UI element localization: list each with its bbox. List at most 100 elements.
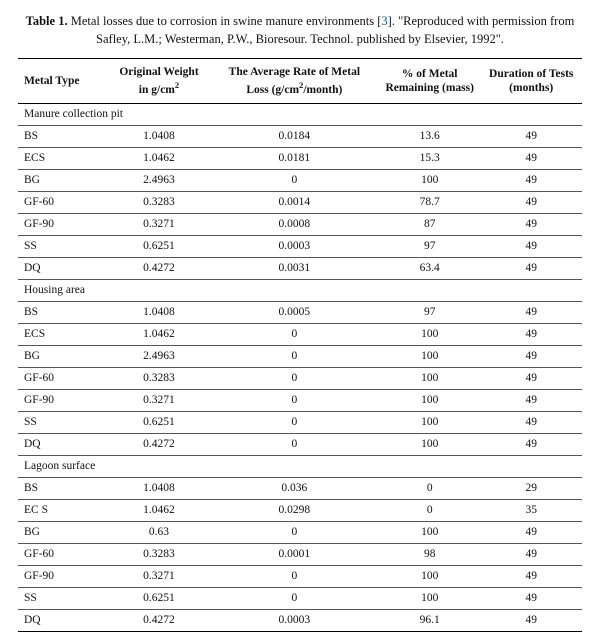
cell-weight: 0.3271 — [108, 389, 210, 411]
cell-rate: 0.036 — [210, 477, 379, 499]
table-row: BS1.04080.00059749 — [18, 301, 582, 323]
section-title-row: Lagoon surface — [18, 455, 582, 477]
cell-weight: 1.0408 — [108, 125, 210, 147]
cell-weight: 2.4963 — [108, 345, 210, 367]
cell-metal: SS — [18, 587, 108, 609]
cell-metal: GF-60 — [18, 191, 108, 213]
col-original-weight: Original Weight in g/cm2 — [108, 59, 210, 104]
cell-dur: 49 — [480, 345, 582, 367]
cell-rate: 0 — [210, 367, 379, 389]
caption-label: Table 1. — [26, 14, 68, 28]
cell-weight: 0.3271 — [108, 213, 210, 235]
col-rate-l1: The Average Rate of Metal — [229, 66, 360, 78]
cell-dur: 49 — [480, 257, 582, 279]
table-row: GF-900.3271010049 — [18, 565, 582, 587]
col-rate-l2a: Loss (g/cm — [246, 83, 299, 95]
cell-remain: 78.7 — [379, 191, 481, 213]
cell-weight: 0.6251 — [108, 587, 210, 609]
cell-dur: 49 — [480, 191, 582, 213]
cell-weight: 0.4272 — [108, 609, 210, 631]
cell-weight: 0.63 — [108, 521, 210, 543]
cell-remain: 100 — [379, 587, 481, 609]
table-row: BG2.4963010049 — [18, 345, 582, 367]
cell-rate: 0.0005 — [210, 301, 379, 323]
cell-rate: 0 — [210, 565, 379, 587]
cell-rate: 0.0008 — [210, 213, 379, 235]
col-percent-remaining: % of Metal Remaining (mass) — [379, 59, 481, 104]
cell-rate: 0 — [210, 389, 379, 411]
cell-remain: 100 — [379, 433, 481, 455]
col-weight-l2: in g/cm — [139, 83, 175, 95]
col-remain-l2: Remaining (mass) — [385, 82, 474, 94]
table-row: GF-600.32830.00019849 — [18, 543, 582, 565]
cell-rate: 0 — [210, 345, 379, 367]
table-row: BS1.04080.036029 — [18, 477, 582, 499]
cell-dur: 49 — [480, 433, 582, 455]
table-row: BG2.4963010049 — [18, 169, 582, 191]
table-row: GF-600.3283010049 — [18, 367, 582, 389]
cell-metal: DQ — [18, 609, 108, 631]
cell-rate: 0 — [210, 587, 379, 609]
table-row: BG0.63010049 — [18, 521, 582, 543]
cell-remain: 100 — [379, 411, 481, 433]
table-row: ECS1.0462010049 — [18, 323, 582, 345]
cell-rate: 0.0001 — [210, 543, 379, 565]
cell-metal: ECS — [18, 147, 108, 169]
cell-metal: GF-60 — [18, 367, 108, 389]
cell-weight: 0.3283 — [108, 191, 210, 213]
table-row: ECS1.04620.018115.349 — [18, 147, 582, 169]
cell-weight: 0.3283 — [108, 367, 210, 389]
cell-dur: 49 — [480, 367, 582, 389]
cell-dur: 49 — [480, 411, 582, 433]
table-row: DQ0.42720.000396.149 — [18, 609, 582, 631]
header-row: Metal Type Original Weight in g/cm2 The … — [18, 59, 582, 104]
cell-weight: 1.0408 — [108, 477, 210, 499]
cell-dur: 49 — [480, 147, 582, 169]
cell-dur: 49 — [480, 609, 582, 631]
cell-weight: 2.4963 — [108, 169, 210, 191]
cell-rate: 0 — [210, 521, 379, 543]
cell-remain: 100 — [379, 169, 481, 191]
cell-dur: 49 — [480, 565, 582, 587]
section-title: Manure collection pit — [18, 103, 582, 125]
cell-dur: 49 — [480, 169, 582, 191]
cell-remain: 98 — [379, 543, 481, 565]
table-row: GF-600.32830.001478.749 — [18, 191, 582, 213]
cell-remain: 97 — [379, 235, 481, 257]
section-title: Lagoon surface — [18, 455, 582, 477]
table-row: EC S1.04620.0298035 — [18, 499, 582, 521]
cell-remain: 100 — [379, 389, 481, 411]
cell-dur: 49 — [480, 235, 582, 257]
cell-dur: 49 — [480, 213, 582, 235]
table-body: Manure collection pitBS1.04080.018413.64… — [18, 103, 582, 631]
col-dur-l1: Duration of Tests — [489, 68, 573, 80]
cell-metal: GF-90 — [18, 213, 108, 235]
cell-remain: 100 — [379, 521, 481, 543]
cell-remain: 0 — [379, 499, 481, 521]
cell-weight: 0.6251 — [108, 235, 210, 257]
cell-metal: DQ — [18, 433, 108, 455]
cell-weight: 0.3271 — [108, 565, 210, 587]
cell-rate: 0.0003 — [210, 609, 379, 631]
cell-metal: EC S — [18, 499, 108, 521]
cell-rate: 0.0003 — [210, 235, 379, 257]
col-remain-l1: % of Metal — [402, 68, 458, 80]
table-row: BS1.04080.018413.649 — [18, 125, 582, 147]
table-row: SS0.62510.00039749 — [18, 235, 582, 257]
section-title-row: Housing area — [18, 279, 582, 301]
cell-dur: 49 — [480, 543, 582, 565]
cell-weight: 0.3283 — [108, 543, 210, 565]
cell-weight: 0.4272 — [108, 433, 210, 455]
cell-dur: 49 — [480, 389, 582, 411]
cell-weight: 0.4272 — [108, 257, 210, 279]
table-row: GF-900.32710.00088749 — [18, 213, 582, 235]
cell-weight: 1.0462 — [108, 147, 210, 169]
cell-metal: SS — [18, 235, 108, 257]
cell-remain: 0 — [379, 477, 481, 499]
cell-remain: 13.6 — [379, 125, 481, 147]
cell-dur: 49 — [480, 521, 582, 543]
cell-weight: 1.0462 — [108, 323, 210, 345]
cell-metal: ECS — [18, 323, 108, 345]
caption-text-a: Metal losses due to corrosion in swine m… — [71, 14, 382, 28]
cell-weight: 0.6251 — [108, 411, 210, 433]
